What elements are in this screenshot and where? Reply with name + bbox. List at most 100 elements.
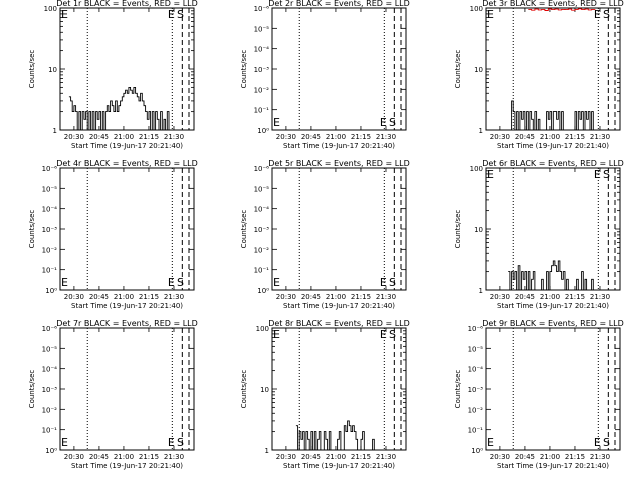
marker-letter: E [487, 8, 494, 21]
y-axis-label: Counts/sec [454, 50, 462, 89]
y-tick-label: 10 [474, 66, 483, 74]
x-tick-label: 21:15 [351, 293, 371, 301]
x-tick-label: 21:30 [376, 133, 396, 141]
y-tick-label: 10 [474, 226, 483, 234]
y-tick-label: 10⁻² [42, 406, 58, 414]
x-tick-label: 21:30 [376, 293, 396, 301]
x-tick-label: 20:45 [89, 453, 109, 461]
x-tick-label: 20:45 [515, 453, 535, 461]
y-tick-label: 10⁻¹ [468, 427, 484, 435]
y-tick-label: 10⁻² [42, 246, 58, 254]
marker-letter: E [594, 168, 601, 181]
y-tick-label: 10⁻⁴ [42, 206, 58, 214]
events-series-line [509, 100, 595, 131]
x-axis-label: Start Time (19-Jun-17 20:21:40) [497, 462, 609, 470]
panel-det-3: Det 3r BLACK = Events, RED = LLD 20:30 20:… [454, 0, 624, 150]
panel-det-1: Det 1r BLACK = Events, RED = LLD 20:30 20:… [28, 0, 198, 150]
x-tick-label: 20:30 [276, 453, 296, 461]
y-tick-label: 10⁻¹ [254, 267, 270, 275]
y-tick-label: 10⁻³ [42, 226, 58, 234]
marker-letter: S [389, 276, 396, 289]
plot-frame [485, 327, 621, 451]
y-tick-label: 10 [48, 66, 57, 74]
y-axis-label: Counts/sec [28, 370, 36, 409]
panel-title: Det 4r BLACK = Events, RED = LLD [56, 159, 198, 168]
x-tick-label: 21:30 [164, 453, 184, 461]
marker-letter: S [603, 168, 610, 181]
marker-letter: E [487, 436, 494, 449]
x-axis-label: Start Time (19-Jun-17 20:21:40) [497, 302, 609, 310]
y-tick-label: 10⁻⁵ [42, 185, 58, 193]
x-tick-label: 20:30 [64, 133, 84, 141]
y-tick-label: 1 [479, 127, 483, 135]
marker-letter: S [389, 328, 396, 341]
x-axis-label: Start Time (19-Jun-17 20:21:40) [71, 462, 183, 470]
y-tick-label: 10⁻² [468, 406, 484, 414]
marker-letter: E [273, 276, 280, 289]
x-tick-label: 21:30 [376, 453, 396, 461]
y-axis-label: Counts/sec [454, 370, 462, 409]
marker-letter: E [380, 328, 387, 341]
x-tick-label: 21:30 [590, 293, 610, 301]
x-tick-label: 21:15 [139, 293, 159, 301]
x-tick-label: 20:30 [490, 293, 510, 301]
y-tick-label: 10⁻⁵ [42, 345, 58, 353]
y-axis-label: Counts/sec [28, 210, 36, 249]
plot-frame [271, 167, 407, 291]
x-tick-label: 21:00 [326, 133, 346, 141]
marker-letter: E [273, 116, 280, 129]
marker-letter: E [61, 276, 68, 289]
x-tick-label: 21:30 [164, 293, 184, 301]
panel-det-4: Det 4r BLACK = Events, RED = LLD 20:30 20:… [28, 159, 198, 310]
marker-letter: E [487, 168, 494, 181]
panel-title: Det 2r BLACK = Events, RED = LLD [268, 0, 410, 8]
y-tick-label: 100 [470, 165, 483, 173]
panel-det-7: Det 7r BLACK = Events, RED = LLD 20:30 20:… [28, 319, 198, 470]
y-tick-label: 10⁻³ [42, 386, 58, 394]
plot-frame [59, 167, 195, 291]
x-tick-label: 21:00 [540, 453, 560, 461]
y-tick-label: 10⁻⁴ [42, 366, 58, 374]
y-tick-label: 10⁻¹ [42, 267, 58, 275]
y-tick-label: 10⁻³ [254, 226, 270, 234]
panel-title: Det 8r BLACK = Events, RED = LLD [268, 319, 410, 328]
y-tick-label: 10⁰ [45, 447, 57, 455]
x-tick-label: 21:00 [114, 293, 134, 301]
panel-det-5: Det 5r BLACK = Events, RED = LLD 20:30 20:… [240, 159, 410, 310]
panel-det-6: Det 6r BLACK = Events, RED = LLD 20:30 20:… [454, 159, 624, 310]
y-axis-label: Counts/sec [240, 210, 248, 249]
y-tick-label: 10⁻² [254, 86, 270, 94]
y-tick-label: 10⁻⁴ [254, 206, 270, 214]
y-tick-label: 10⁻⁴ [468, 366, 484, 374]
y-axis-label: Counts/sec [454, 210, 462, 249]
y-tick-label: 1 [479, 287, 483, 295]
y-tick-label: 10⁰ [45, 287, 57, 295]
panel-det-2: Det 2r BLACK = Events, RED = LLD 20:30 20:… [240, 0, 410, 150]
x-tick-label: 21:15 [351, 133, 371, 141]
x-tick-label: 20:30 [276, 293, 296, 301]
y-tick-label: 10⁻³ [254, 66, 270, 74]
x-tick-label: 20:45 [301, 453, 321, 461]
x-tick-label: 20:30 [490, 133, 510, 141]
x-tick-label: 20:45 [301, 293, 321, 301]
y-tick-label: 10⁰ [257, 287, 269, 295]
y-tick-label: 100 [256, 325, 269, 333]
panel-title: Det 7r BLACK = Events, RED = LLD [56, 319, 198, 328]
y-tick-label: 10⁻³ [468, 386, 484, 394]
marker-letter: E [61, 8, 68, 21]
marker-letter: E [168, 276, 175, 289]
x-tick-label: 20:45 [89, 133, 109, 141]
plot-frame [485, 167, 621, 291]
y-tick-label: 10⁻⁵ [254, 25, 270, 33]
marker-letter: E [380, 116, 387, 129]
y-axis-label: Counts/sec [240, 50, 248, 89]
x-tick-label: 20:45 [89, 293, 109, 301]
x-tick-label: 21:00 [540, 293, 560, 301]
lld-series-line [528, 8, 596, 11]
marker-letter: E [168, 436, 175, 449]
x-axis-label: Start Time (19-Jun-17 20:21:40) [497, 142, 609, 150]
x-tick-label: 21:15 [351, 453, 371, 461]
x-axis-label: Start Time (19-Jun-17 20:21:40) [283, 142, 395, 150]
y-tick-label: 10⁰ [257, 127, 269, 135]
y-tick-label: 10⁻¹ [254, 107, 270, 115]
